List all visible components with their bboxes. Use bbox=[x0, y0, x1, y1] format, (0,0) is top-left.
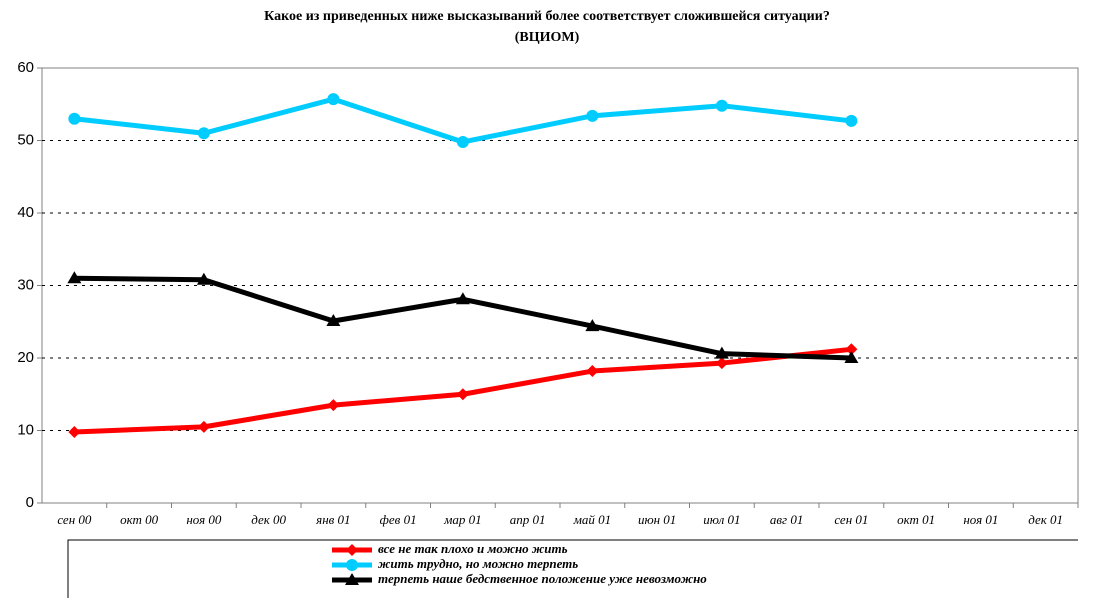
x-tick-label: дек 00 bbox=[251, 512, 286, 527]
y-tick-label: 60 bbox=[17, 59, 34, 76]
x-tick-label: май 01 bbox=[573, 512, 612, 527]
x-tick-label: дек 01 bbox=[1028, 512, 1063, 527]
x-tick-label: окт 01 bbox=[897, 512, 935, 527]
point bbox=[586, 365, 599, 378]
x-tick-label: июл 01 bbox=[703, 512, 740, 527]
point bbox=[715, 99, 728, 112]
point bbox=[715, 357, 728, 370]
point bbox=[196, 272, 211, 285]
x-tick-label: сен 00 bbox=[57, 512, 92, 527]
x-tick-label: ноя 00 bbox=[186, 512, 222, 527]
point bbox=[68, 112, 81, 125]
x-tick-label: янв 01 bbox=[315, 512, 350, 527]
chart-title: Какое из приведенных ниже высказываний б… bbox=[264, 9, 830, 24]
y-tick-label: 20 bbox=[17, 349, 34, 366]
y-tick-label: 0 bbox=[26, 494, 34, 511]
point bbox=[67, 271, 82, 284]
legend-marker bbox=[346, 544, 358, 556]
legend-box bbox=[67, 539, 1078, 598]
legend-label: жить трудно, но можно терпеть bbox=[378, 556, 578, 571]
point bbox=[197, 420, 210, 433]
x-tick-label: июн 01 bbox=[638, 512, 676, 527]
x-tick-label: мар 01 bbox=[443, 512, 482, 527]
point bbox=[845, 114, 858, 127]
point bbox=[327, 399, 340, 412]
point bbox=[844, 351, 859, 363]
series-line bbox=[74, 275, 852, 361]
series-line bbox=[74, 96, 852, 145]
point bbox=[68, 425, 81, 438]
point bbox=[585, 319, 600, 332]
y-tick-label: 50 bbox=[17, 131, 34, 148]
legend-marker bbox=[345, 573, 359, 585]
y-tick-label: 30 bbox=[17, 276, 34, 293]
point bbox=[327, 93, 340, 106]
y-tick-label: 40 bbox=[17, 204, 34, 221]
x-tick-label: сен 01 bbox=[834, 512, 868, 527]
point bbox=[326, 314, 341, 327]
x-tick-label: ноя 01 bbox=[963, 512, 998, 527]
legend-label: все не так плохо и можно жить bbox=[378, 541, 568, 556]
x-tick-label: фев 01 bbox=[380, 512, 417, 527]
point bbox=[456, 135, 469, 148]
point bbox=[714, 346, 729, 359]
x-tick-label: авг 01 bbox=[770, 512, 803, 527]
legend-label: терпеть наше бедственное положение уже н… bbox=[378, 571, 707, 586]
x-tick-label: апр 01 bbox=[510, 512, 546, 527]
point bbox=[455, 292, 470, 305]
x-tick-label: окт 00 bbox=[120, 512, 159, 527]
point bbox=[456, 388, 469, 401]
chart-subtitle: (ВЦИОМ) bbox=[515, 30, 580, 45]
point bbox=[586, 109, 599, 122]
point bbox=[845, 343, 858, 356]
legend-marker bbox=[346, 559, 358, 571]
point bbox=[197, 127, 210, 140]
y-tick-label: 10 bbox=[17, 421, 34, 438]
